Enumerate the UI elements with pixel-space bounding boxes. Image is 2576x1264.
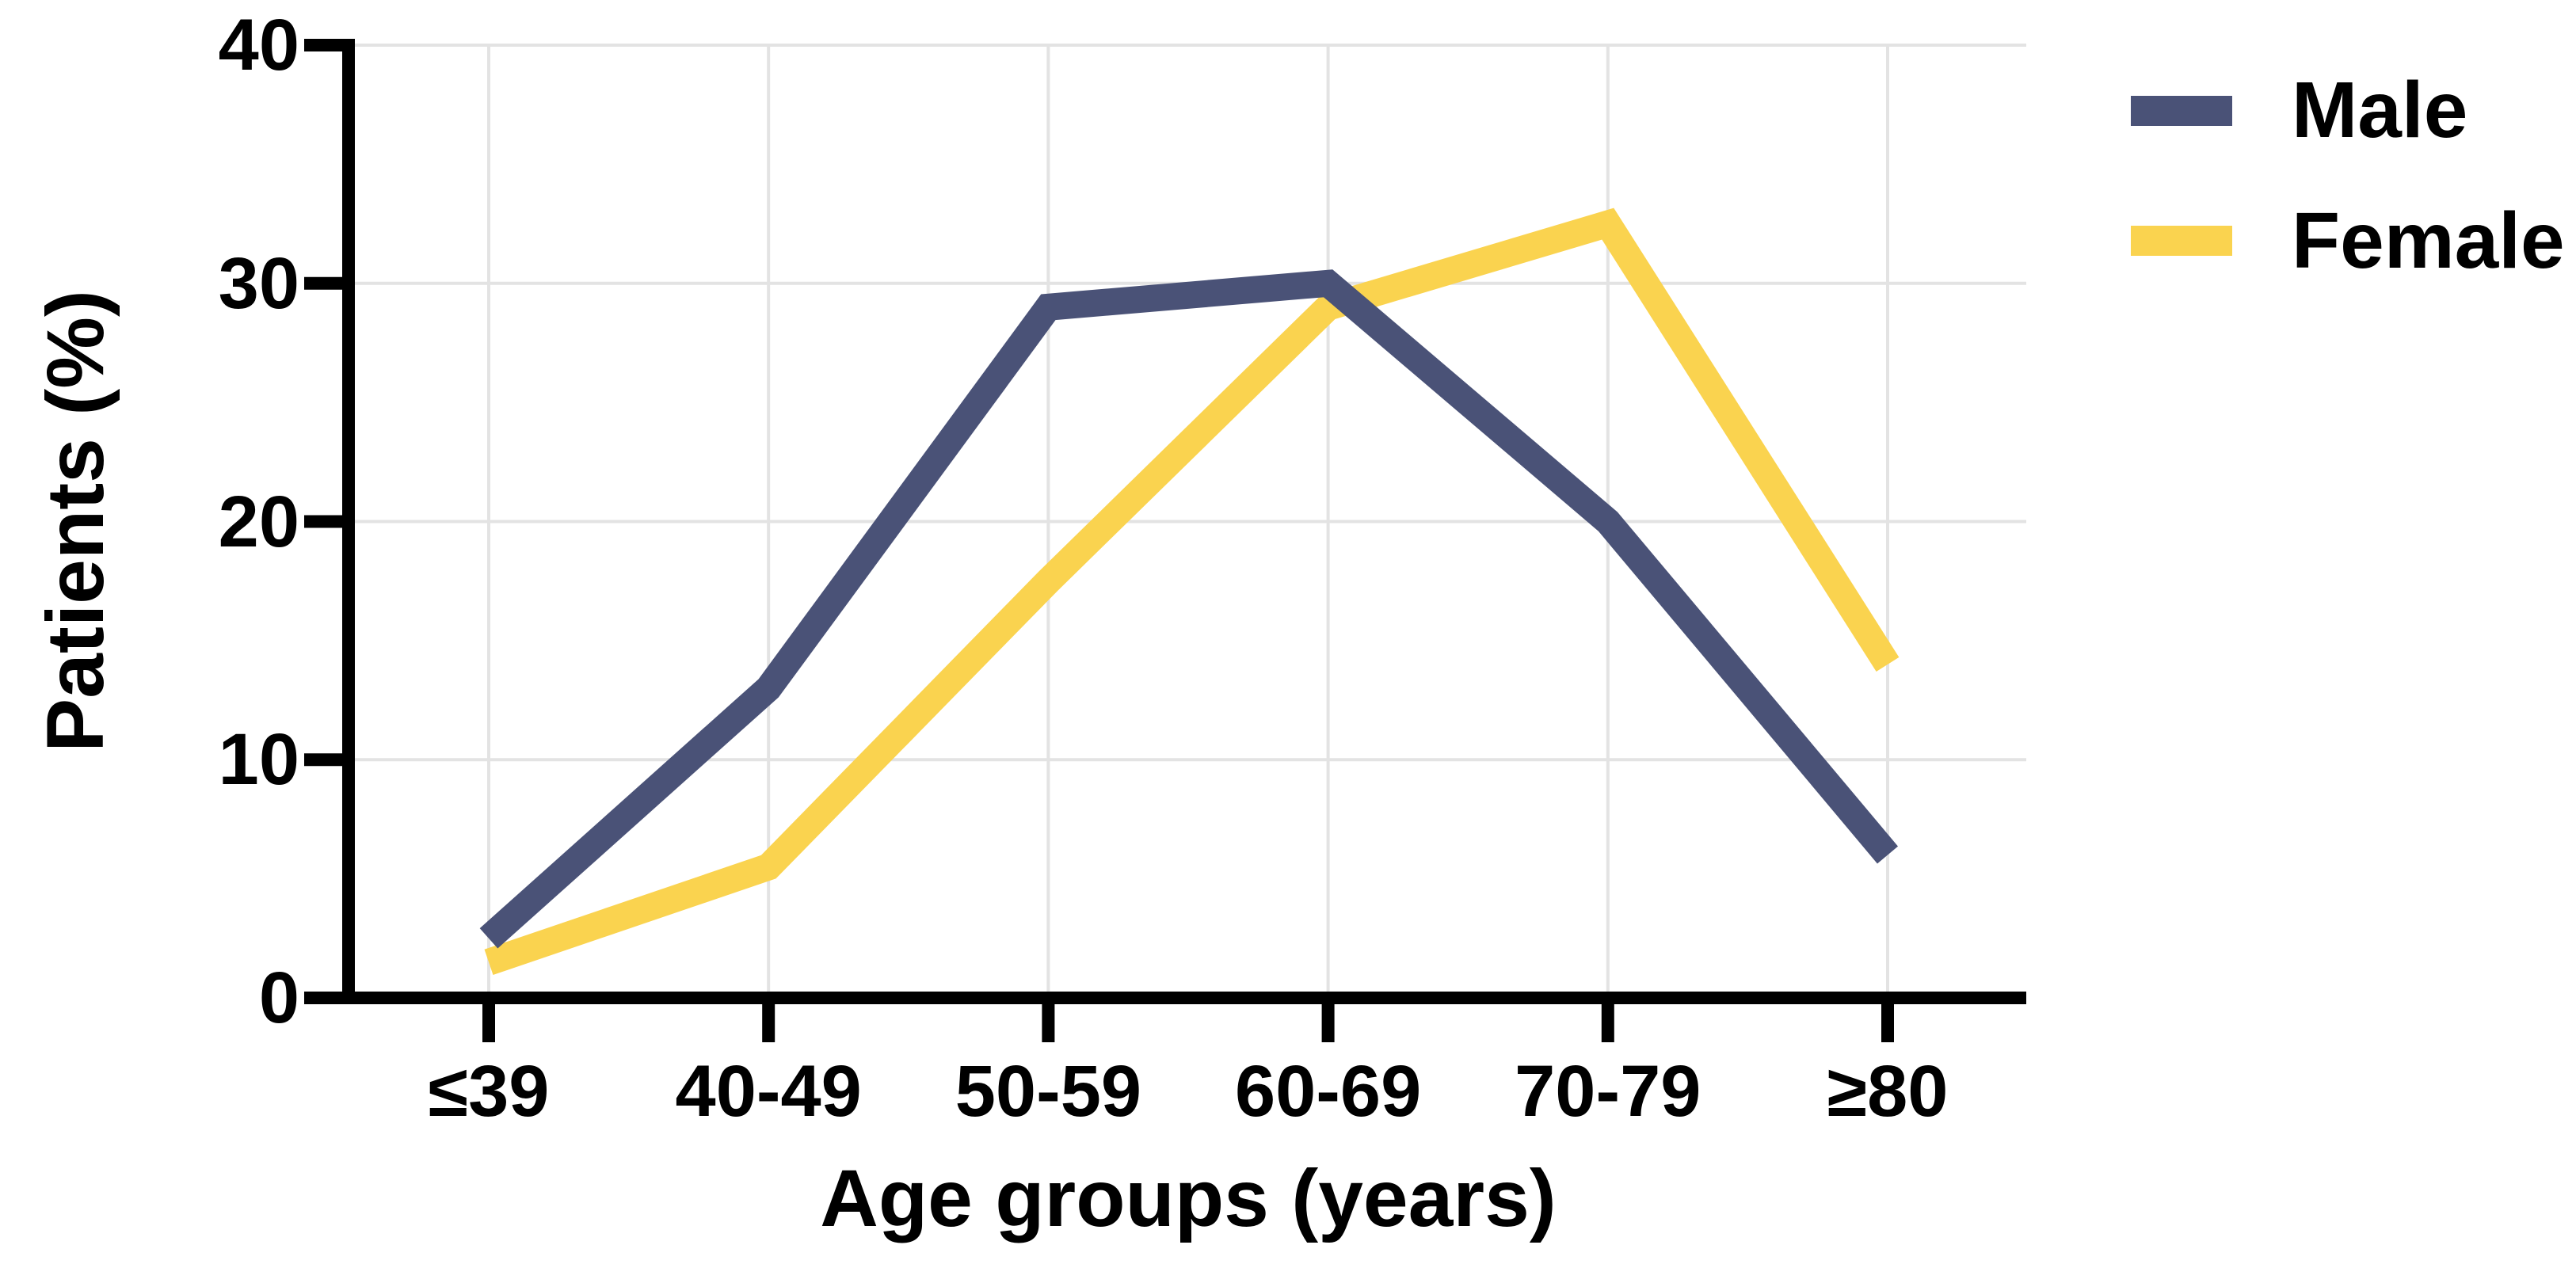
y-axis-title-wrap: Patients (%): [0, 0, 151, 1042]
x-tick-label-5: ≥80: [1827, 1051, 1949, 1132]
legend-label-male: Male: [2292, 66, 2468, 154]
y-axis-title: Patients (%): [30, 290, 121, 752]
x-tick-mark: [1321, 1004, 1335, 1042]
y-tick-mark: [304, 276, 342, 290]
y-tick-label-10: 10: [218, 719, 299, 801]
legend-label-female: Female: [2292, 196, 2565, 285]
v-gridline: [1326, 45, 1330, 992]
x-tick-mark: [1042, 1004, 1055, 1042]
x-axis-title: Age groups (years): [820, 1153, 1557, 1243]
legend-swatch-male: [2131, 96, 2232, 126]
h-gridline: [355, 758, 2026, 762]
y-tick-mark: [304, 515, 342, 528]
y-tick-label-20: 20: [218, 481, 299, 562]
series-line-male: [479, 269, 1899, 949]
x-tick-label-2: 50-59: [955, 1051, 1142, 1132]
y-axis-line: [342, 39, 355, 1004]
x-tick-mark: [1601, 1004, 1614, 1042]
x-tick-label-4: 70-79: [1515, 1051, 1701, 1132]
x-axis-line: [342, 992, 2026, 1004]
v-gridline: [767, 45, 771, 992]
v-gridline: [1886, 45, 1889, 992]
x-tick-label-0: ≤39: [428, 1051, 550, 1132]
y-tick-mark: [304, 753, 342, 767]
h-gridline: [355, 44, 2026, 47]
v-gridline: [487, 45, 490, 992]
x-tick-label-1: 40-49: [675, 1051, 862, 1132]
y-tick-label-30: 30: [218, 242, 299, 324]
series-line-female: [484, 207, 1900, 975]
x-tick-label-3: 60-69: [1234, 1051, 1422, 1132]
x-tick-mark: [1881, 1004, 1894, 1042]
y-tick-label-40: 40: [218, 5, 299, 86]
x-tick-mark: [762, 1004, 775, 1042]
h-gridline: [355, 520, 2026, 523]
x-tick-mark: [482, 1004, 495, 1042]
legend-swatch-female: [2131, 226, 2232, 256]
v-gridline: [1046, 45, 1050, 992]
y-tick-mark: [304, 992, 342, 1004]
y-tick-label-0: 0: [258, 958, 299, 1038]
y-tick-mark: [304, 39, 342, 51]
y-axis-tick-labels: 0 10 20 30 40: [0, 0, 299, 1264]
